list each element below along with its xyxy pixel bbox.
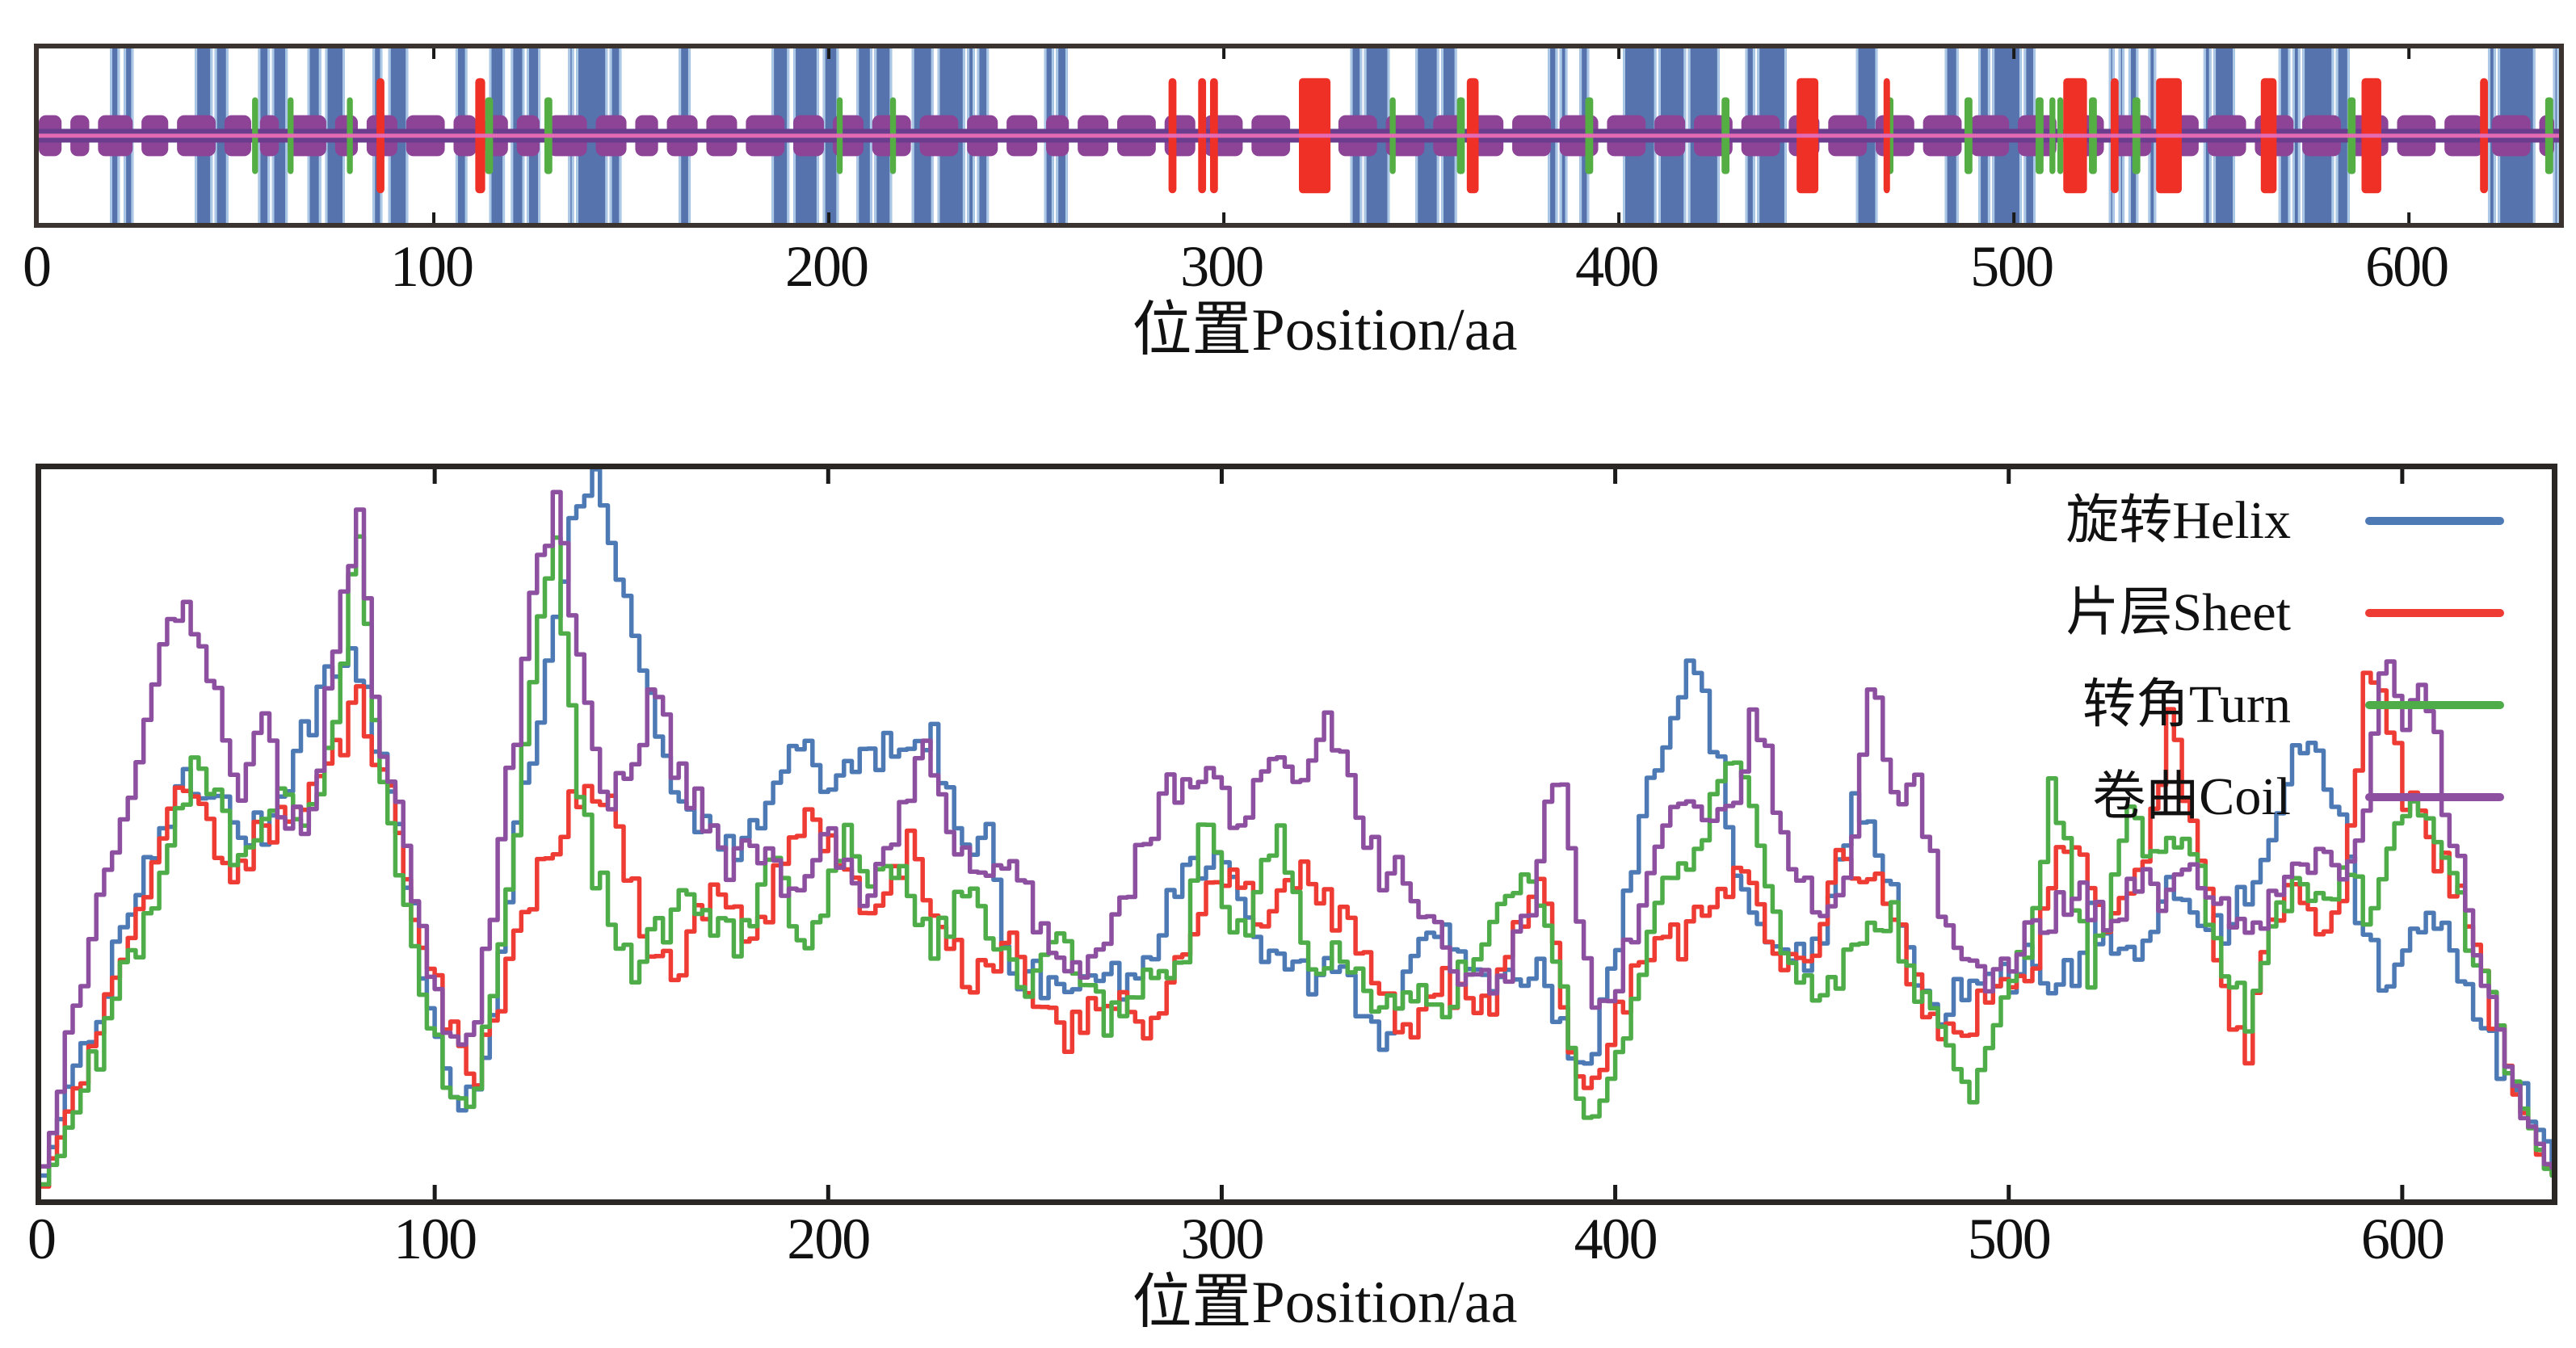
tick-label: 100 bbox=[390, 234, 474, 299]
tick-mark bbox=[1613, 469, 1618, 484]
structure-track-panel bbox=[34, 44, 2564, 228]
prediction-chart-panel bbox=[36, 464, 2557, 1205]
tick-mark bbox=[827, 212, 831, 223]
tick-label: 200 bbox=[787, 1207, 871, 1271]
tick-mark bbox=[2400, 1185, 2405, 1199]
top-axis-label: 位置Position/aa bbox=[1132, 297, 1518, 363]
series-line-1 bbox=[41, 469, 2552, 1178]
legend-label: 转角Turn bbox=[2082, 675, 2291, 734]
tick-mark bbox=[826, 1185, 830, 1199]
bottom-axis-label: 位置Position/aa bbox=[1132, 1270, 1518, 1336]
series-line-4 bbox=[41, 489, 2552, 1170]
tick-label: 600 bbox=[2360, 1207, 2445, 1271]
legend-swatch bbox=[2365, 793, 2504, 801]
legend-swatch bbox=[2365, 517, 2504, 525]
tick-mark bbox=[1617, 48, 1621, 59]
tick-mark bbox=[432, 212, 436, 223]
structure-track-plot bbox=[39, 48, 2559, 223]
legend-item: 片层Sheet bbox=[1809, 567, 2504, 659]
legend-item: 卷曲Coil bbox=[1809, 751, 2504, 843]
tick-label: 300 bbox=[1180, 1207, 1264, 1271]
tick-label: 100 bbox=[393, 1207, 477, 1271]
legend-label: 片层Sheet bbox=[2065, 583, 2291, 642]
chart-legend: 旋转Helix 片层Sheet 转角Turn 卷曲Coil bbox=[1809, 475, 2504, 843]
tick-mark bbox=[1219, 1185, 1224, 1199]
legend-swatch bbox=[2365, 701, 2504, 709]
tick-mark bbox=[2007, 469, 2011, 484]
tick-label: 500 bbox=[1970, 234, 2054, 299]
tick-mark bbox=[2012, 48, 2016, 59]
tick-mark bbox=[2407, 48, 2411, 59]
tick-mark bbox=[432, 469, 437, 484]
tick-mark bbox=[1222, 212, 1226, 223]
legend-swatch bbox=[2365, 609, 2504, 617]
tick-label: 300 bbox=[1180, 234, 1264, 299]
legend-item: 转角Turn bbox=[1809, 659, 2504, 751]
tick-mark bbox=[826, 469, 830, 484]
tick-mark bbox=[2407, 212, 2411, 223]
tick-label: 200 bbox=[785, 234, 869, 299]
tick-mark bbox=[2400, 469, 2405, 484]
tick-label: 0 bbox=[23, 234, 52, 299]
tick-mark bbox=[1617, 212, 1621, 223]
tick-label: 400 bbox=[1575, 234, 1659, 299]
tick-mark bbox=[1222, 48, 1226, 59]
center-line bbox=[39, 133, 2559, 138]
series-line-3 bbox=[41, 534, 2552, 1187]
legend-label: 卷曲Coil bbox=[2092, 767, 2291, 826]
tick-label: 600 bbox=[2365, 234, 2449, 299]
tick-label: 0 bbox=[27, 1207, 57, 1271]
tick-label: 500 bbox=[1967, 1207, 2052, 1271]
tick-mark bbox=[432, 1185, 437, 1199]
tick-label: 400 bbox=[1574, 1207, 1658, 1271]
tick-mark bbox=[1219, 469, 1224, 484]
legend-item: 旋转Helix bbox=[1809, 475, 2504, 567]
tick-mark bbox=[432, 48, 436, 59]
tick-mark bbox=[2007, 1185, 2011, 1199]
prediction-line-chart bbox=[41, 469, 2552, 1199]
tick-mark bbox=[827, 48, 831, 59]
tick-mark bbox=[1613, 1185, 1618, 1199]
tick-mark bbox=[2012, 212, 2016, 223]
legend-label: 旋转Helix bbox=[2065, 491, 2291, 550]
